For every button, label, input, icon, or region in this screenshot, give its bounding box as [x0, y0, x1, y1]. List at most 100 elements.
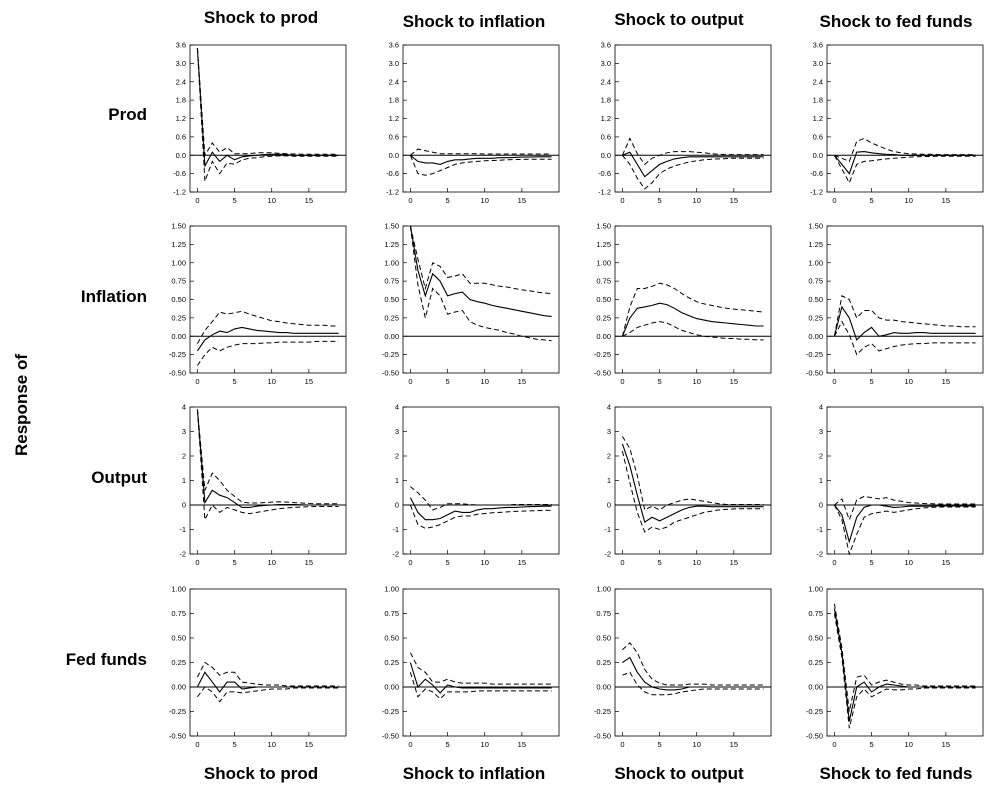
- lower-band-line: [622, 671, 764, 696]
- panel-frame: [189, 225, 347, 374]
- upper-band-line: [409, 225, 552, 295]
- y-tick-label: 0.6: [176, 132, 186, 141]
- lower-band-line: [197, 686, 339, 703]
- x-tick-label: 0: [832, 740, 836, 749]
- y-tick-label: 0.75: [171, 609, 186, 618]
- panel-frame: [826, 225, 984, 374]
- x-tick-label: 0: [620, 558, 624, 567]
- y-tick-label: 0.00: [808, 332, 823, 341]
- row-label: Output: [91, 468, 147, 487]
- upper-band-line: [834, 137, 976, 163]
- response-line: [621, 443, 764, 523]
- lower-band-line: [622, 154, 764, 190]
- x-tick-label: 0: [832, 377, 836, 386]
- x-tick-label: 5: [232, 740, 236, 749]
- column-title-bottom: Shock to output: [614, 764, 744, 783]
- y-tick-label: 0.50: [171, 634, 186, 643]
- response-line: [833, 151, 976, 175]
- y-tick-label: 0.6: [601, 132, 611, 141]
- y-tick-label: 4: [182, 403, 186, 412]
- response-line: [196, 326, 339, 352]
- y-tick-label: 0.50: [596, 634, 611, 643]
- column-title-bottom: Shock to inflation: [402, 764, 546, 783]
- column-title-bottom: Shock to fed funds: [819, 764, 973, 783]
- panel-frame: [402, 44, 560, 193]
- upper-band-line: [196, 661, 339, 687]
- y-tick-label: 1: [819, 476, 823, 485]
- column-title-top: Shock to inflation: [402, 12, 546, 31]
- irf-panel: -0.50 -0.25 0.00 0.25 0.50 0.75 1.00 1.25 1.50 0 5…: [806, 222, 984, 386]
- x-tick-label: 10: [268, 558, 276, 567]
- x-tick-label: 5: [232, 377, 236, 386]
- y-tick-label: -1.2: [173, 188, 186, 197]
- upper-band-line: [196, 409, 339, 505]
- row-label: Inflation: [80, 287, 147, 306]
- y-tick-label: 1.00: [808, 585, 823, 594]
- upper-band-line: [196, 48, 339, 157]
- y-tick-label: 0.6: [389, 132, 399, 141]
- lower-band-line: [196, 48, 339, 182]
- x-tick-label: 5: [657, 558, 661, 567]
- response-line: [622, 656, 764, 691]
- y-tick-label: -0.25: [169, 707, 186, 716]
- y-tick-label: -0.6: [173, 169, 186, 178]
- x-tick-label: 15: [730, 740, 738, 749]
- x-tick-label: 5: [445, 740, 449, 749]
- irf-panel: -1.2 -0.6 0.0 0.6 1.2 1.8 2.4 3.0 3.6 0 5 10 15: [598, 41, 772, 205]
- y-tick-label: -2: [392, 550, 399, 559]
- x-tick-label: 5: [232, 558, 236, 567]
- x-tick-label: 0: [408, 196, 412, 205]
- y-tick-label: 1.8: [176, 96, 186, 105]
- y-tick-label: 0.50: [808, 295, 823, 304]
- y-tick-label: -1: [604, 525, 611, 534]
- y-tick-label: 0.50: [596, 295, 611, 304]
- y-tick-label: 0.75: [384, 277, 399, 286]
- y-tick-label: -0.25: [594, 350, 611, 359]
- y-tick-label: 0: [395, 501, 399, 510]
- response-line: [833, 608, 976, 722]
- x-tick-label: 0: [620, 740, 624, 749]
- y-tick-label: -1.2: [598, 188, 611, 197]
- x-tick-label: 15: [518, 377, 526, 386]
- response-line: [622, 151, 764, 178]
- y-tick-label: 1.25: [808, 240, 823, 249]
- x-tick-label: 10: [905, 377, 913, 386]
- y-tick-label: 1.25: [384, 240, 399, 249]
- response-line: [409, 662, 552, 694]
- irf-panel: -1.2 -0.6 0.0 0.6 1.2 1.8 2.4 3.0 3.6 0 5 10 15: [810, 41, 984, 205]
- irf-panel: -0.50 -0.25 0.00 0.25 0.50 0.75 1.00 0 5 10 15: [169, 585, 347, 749]
- y-tick-label: 0.75: [384, 609, 399, 618]
- y-tick-label: -0.50: [806, 732, 823, 741]
- x-tick-label: 15: [305, 196, 313, 205]
- y-tick-label: 0.25: [596, 313, 611, 322]
- y-tick-label: -0.6: [598, 169, 611, 178]
- y-tick-label: -0.25: [382, 350, 399, 359]
- y-tick-label: 0.00: [384, 332, 399, 341]
- y-tick-label: 0.75: [808, 277, 823, 286]
- y-tick-label: 1.8: [389, 96, 399, 105]
- panel-frame: [189, 588, 347, 737]
- row-label: Fed funds: [65, 650, 147, 669]
- y-tick-label: 0.00: [171, 332, 186, 341]
- y-tick-label: -0.50: [382, 369, 399, 378]
- y-tick-label: 0: [182, 501, 186, 510]
- y-tick-label: 1.2: [601, 114, 611, 123]
- upper-band-line: [833, 295, 976, 337]
- column-title-top: Shock to output: [614, 10, 744, 29]
- irf-panel: -0.50 -0.25 0.00 0.25 0.50 0.75 1.00 0 5 10 15: [382, 585, 560, 749]
- y-tick-label: -1: [816, 525, 823, 534]
- response-line: [833, 305, 976, 341]
- y-tick-label: 2: [182, 452, 186, 461]
- x-tick-label: 0: [832, 196, 836, 205]
- y-tick-label: 3.0: [389, 59, 399, 68]
- y-tick-label: 1.25: [596, 240, 611, 249]
- x-tick-label: 10: [268, 377, 276, 386]
- y-tick-label: 1.00: [171, 585, 186, 594]
- response-line: [409, 225, 552, 317]
- response-line: [196, 671, 339, 693]
- y-tick-label: 3.6: [389, 41, 399, 50]
- x-tick-label: 10: [268, 740, 276, 749]
- y-tick-label: -0.25: [806, 350, 823, 359]
- y-tick-label: 4: [819, 403, 823, 412]
- y-tick-label: 1.50: [384, 222, 399, 231]
